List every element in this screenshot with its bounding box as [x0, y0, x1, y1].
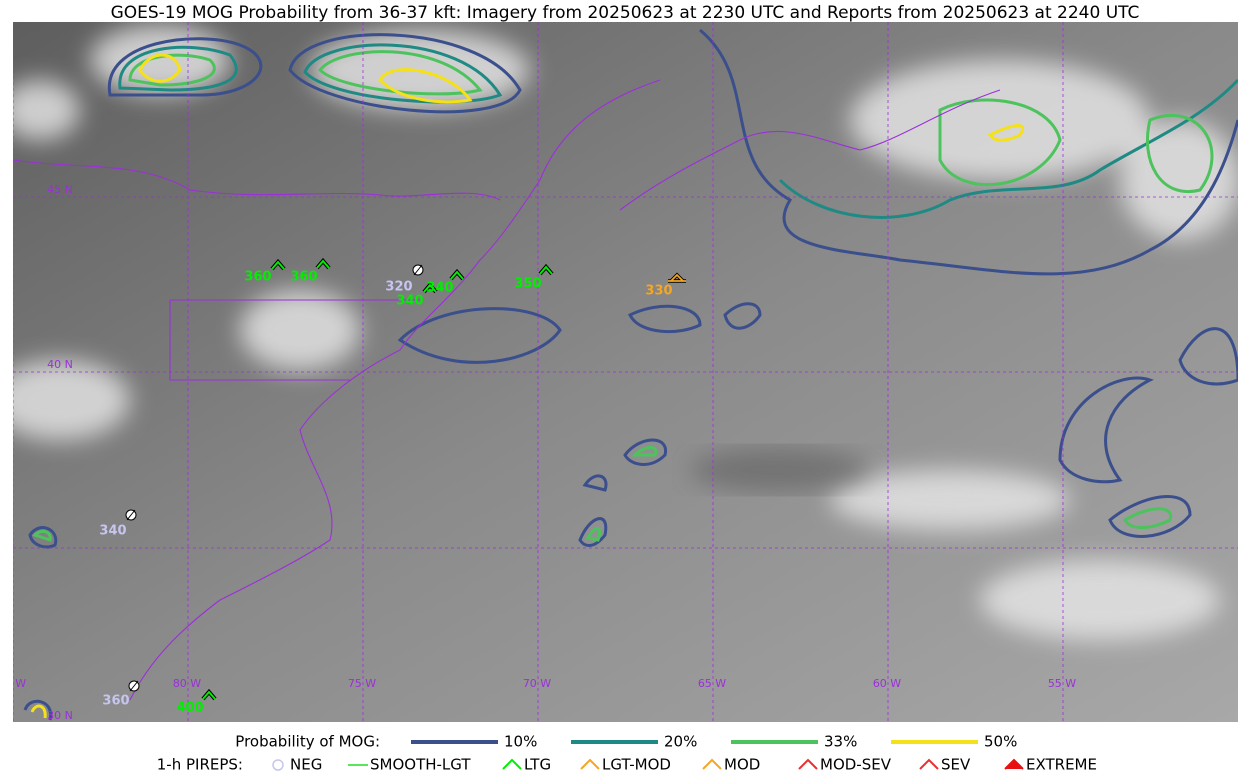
graticule: 85 W 80 W 75 W 70 W 65 W 60 W 55 W 45 N 40 N 30 N: [0, 22, 1238, 722]
legend-swatch: [580, 758, 600, 770]
report-label: 350: [514, 277, 541, 292]
report-symbol: [129, 680, 139, 692]
report-label: 340: [99, 524, 126, 539]
lon-label: 75 W: [348, 677, 376, 690]
legend-swatch: [272, 759, 284, 771]
lat-label: 45 N: [47, 183, 73, 196]
report-symbol: [126, 509, 136, 521]
legend-label: MOD: [724, 756, 760, 774]
report-symbol: [271, 260, 285, 270]
map: 85 W 80 W 75 W 70 W 65 W 60 W 55 W 45 N 40 N 30 N…: [0, 22, 1238, 722]
legend-label: 20%: [664, 733, 697, 751]
lon-label: 65 W: [698, 677, 726, 690]
lat-label: 30 N: [47, 709, 73, 722]
legend-title: Probability of MOG:: [235, 733, 380, 751]
coastlines: [13, 79, 1001, 701]
legend-label: LTG: [524, 756, 551, 774]
report-symbol: [539, 265, 553, 275]
report-label: 340: [396, 294, 423, 309]
legend-label: 33%: [824, 733, 857, 751]
report-label: 400: [176, 701, 203, 716]
contours: [23, 28, 1238, 721]
legend-label: 50%: [984, 733, 1017, 751]
report-label: 330: [645, 284, 672, 299]
legend-label: LGT-MOD: [602, 756, 671, 774]
report-symbol: [316, 259, 330, 269]
legend-swatch: [502, 758, 522, 770]
legend-swatch: [798, 758, 818, 770]
report-symbol: [423, 283, 437, 293]
legend-label: SEV: [941, 756, 971, 774]
legend-swatch: [1004, 758, 1024, 770]
report-label: 320: [385, 280, 412, 295]
report-symbol: [668, 273, 686, 282]
legend-swatch: [702, 758, 722, 770]
report-label: 340: [426, 281, 453, 296]
report-symbol: [413, 264, 423, 276]
legend-label: EXTREME: [1026, 756, 1097, 774]
legend-title: 1-h PIREPS:: [157, 756, 243, 774]
title: GOES-19 MOG Probability from 36-37 kft: …: [111, 3, 1140, 23]
report-label: 360: [102, 694, 129, 709]
lon-label: 60 W: [873, 677, 901, 690]
lon-label: 85 W: [0, 677, 26, 690]
report-symbol: [450, 270, 464, 280]
lon-label: 80 W: [173, 677, 201, 690]
lat-label: 40 N: [47, 358, 73, 371]
lon-label: 70 W: [523, 677, 551, 690]
legend-label: NEG: [290, 756, 322, 774]
legend-swatch: [919, 758, 939, 770]
report-label: 360: [244, 270, 271, 285]
lon-label: 55 W: [1048, 677, 1076, 690]
legend-label: MOD-SEV: [820, 756, 892, 774]
legend: Probability of MOG: 10% 20% 33% 50% 1-h PIREP…: [157, 733, 1097, 774]
legend-label: 10%: [504, 733, 537, 751]
report-label: 360: [290, 270, 317, 285]
legend-label: SMOOTH-LGT: [370, 756, 471, 774]
report-symbol: [202, 690, 216, 700]
